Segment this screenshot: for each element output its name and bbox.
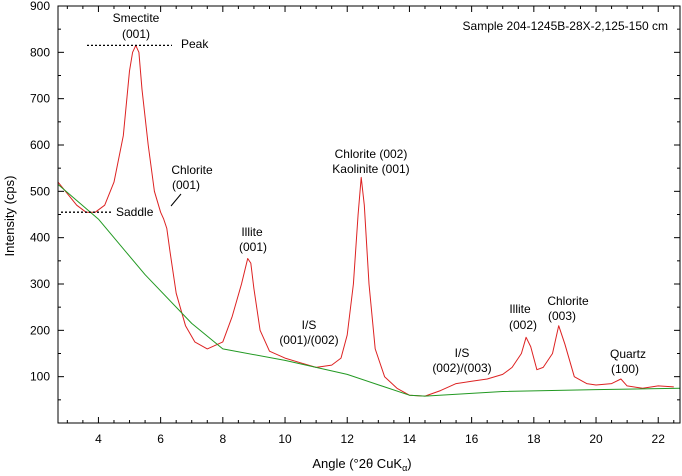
- x-tick-label: 8: [219, 432, 226, 446]
- x-tick-label: 18: [527, 432, 541, 446]
- label-smectite-line1: Smectite: [113, 11, 160, 25]
- label-chlorite-001-line1: Chlorite: [171, 163, 213, 177]
- y-tick-label: 300: [30, 277, 50, 291]
- y-axis-title: Intensity (cps): [2, 176, 17, 257]
- label-is-001-002-line2: (001)/(002): [279, 333, 338, 347]
- x-tick-label: 16: [465, 432, 479, 446]
- label-illite-002-line2: (002): [509, 318, 537, 332]
- reference-lines: [61, 44, 172, 213]
- label-chlorite-001-line2: (001): [172, 178, 200, 192]
- y-tick-label: 900: [30, 0, 50, 13]
- label-illite-001-line1: Illite: [241, 225, 263, 239]
- x-tick-label: 20: [589, 432, 603, 446]
- y-tick-label: 400: [30, 231, 50, 245]
- x-axis-title: Angle (°2θ CuKα): [312, 456, 411, 473]
- label-is-002-003-line2: (002)/(003): [432, 361, 491, 375]
- label-quartz-line1: Quartz: [610, 347, 646, 361]
- y-tick-label: 200: [30, 323, 50, 337]
- chart-title: Sample 204-1245B-28X-2,125-150 cm: [463, 19, 668, 33]
- axis-ticks: [58, 5, 680, 423]
- label-is-002-003-line1: I/S: [455, 346, 470, 360]
- background-line: [57, 184, 681, 397]
- label-chlorite-003-line2: (003): [548, 309, 576, 323]
- axis-tick-labels: 4 6 8 10 12 14 16 18 20 22 100 200 300 400 500 600 700 80…: [30, 0, 665, 446]
- label-illite-001-line2: (001): [239, 240, 267, 254]
- chlorite-001-pointer: [170, 193, 182, 207]
- x-tick-label: 22: [652, 432, 666, 446]
- label-kaolinite-001-line2: Kaolinite (001): [332, 162, 409, 176]
- diffraction-pattern-line: [57, 44, 674, 397]
- y-tick-label: 100: [30, 370, 50, 384]
- x-tick-label: 6: [157, 432, 164, 446]
- label-peak: Peak: [181, 37, 209, 51]
- x-tick-label: 10: [278, 432, 292, 446]
- label-smectite-line2: (001): [122, 27, 150, 41]
- label-is-001-002-line1: I/S: [302, 318, 317, 332]
- label-chlorite-003-line1: Chlorite: [547, 294, 589, 308]
- x-tick-label: 4: [95, 432, 102, 446]
- x-tick-label: 14: [403, 432, 417, 446]
- series-layer: [57, 44, 681, 397]
- y-tick-label: 600: [30, 138, 50, 152]
- y-tick-label: 800: [30, 45, 50, 59]
- label-quartz-line2: (100): [611, 362, 639, 376]
- x-tick-label: 12: [341, 432, 355, 446]
- label-illite-002-line1: Illite: [509, 302, 531, 316]
- plot-frame: [57, 5, 681, 424]
- y-tick-label: 500: [30, 184, 50, 198]
- label-chlorite-002-line1: Chlorite (002): [335, 147, 408, 161]
- y-tick-label: 700: [30, 92, 50, 106]
- label-saddle: Saddle: [116, 205, 154, 219]
